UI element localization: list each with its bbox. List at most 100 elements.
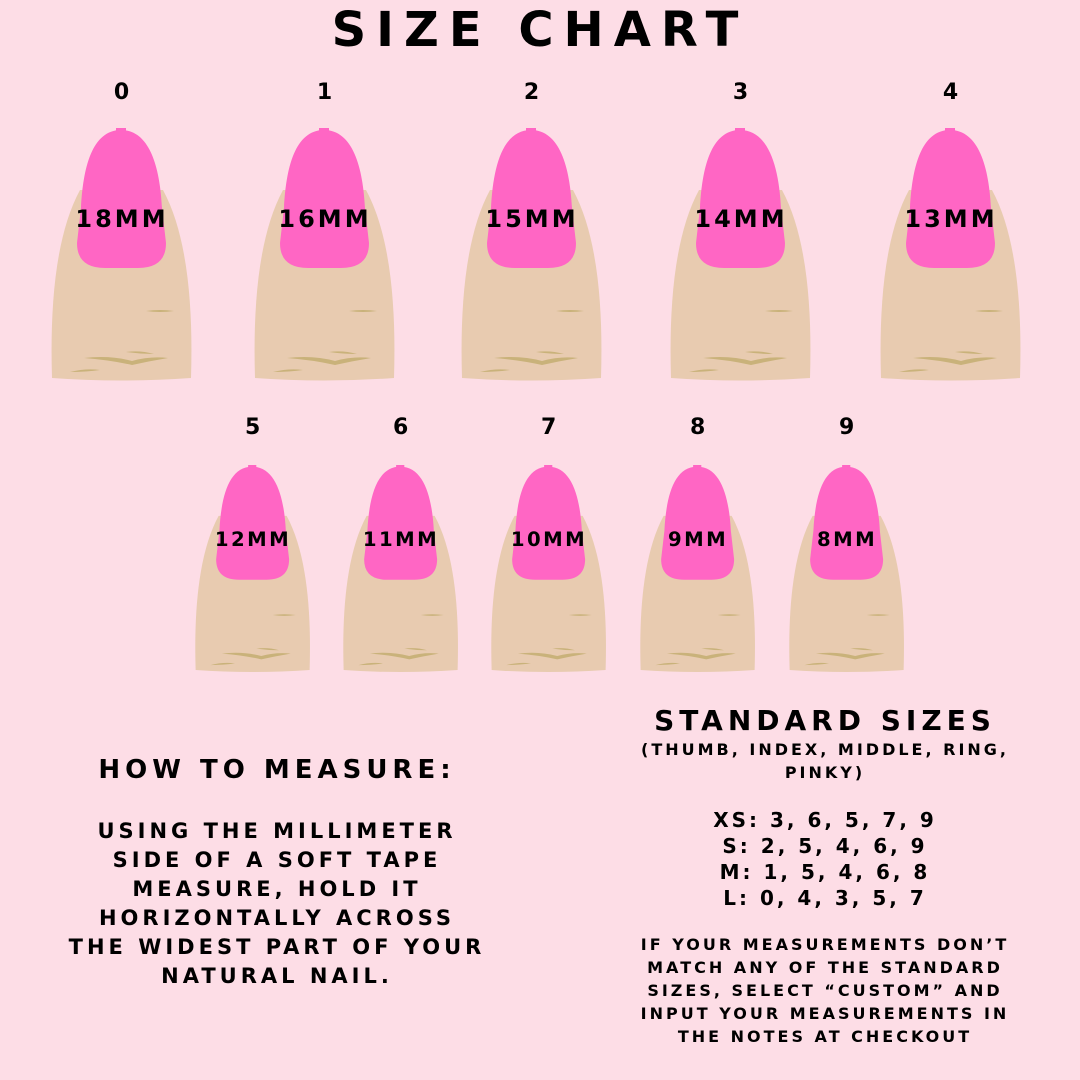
finger-svg: 14MM: [670, 128, 811, 381]
crease-mark: [975, 310, 1003, 312]
crease-mark: [536, 351, 564, 354]
crease-mark: [349, 310, 377, 312]
crease-mark: [256, 648, 280, 651]
text-line: USING THE MILLIMETER: [97, 819, 457, 843]
text-line: INPUT YOUR MEASUREMENTS IN: [640, 1004, 1010, 1023]
crease-mark: [689, 369, 719, 372]
finger-illustration: 18MM: [50, 128, 193, 382]
nail-tip: [526, 128, 536, 131]
nail-width-label: 9MM: [668, 528, 728, 551]
crease-mark: [745, 351, 773, 354]
crease-mark: [552, 648, 576, 651]
finger-illustration: 12MM: [194, 465, 311, 673]
nail-shape: [364, 466, 438, 580]
size-number-label: 3: [732, 80, 749, 105]
nail-shape: [512, 466, 586, 580]
nail-tip: [945, 128, 955, 131]
finger-svg: 9MM: [640, 465, 755, 673]
size-number-label: 9: [838, 415, 855, 440]
crease-mark: [556, 310, 584, 312]
finger-svg: 13MM: [880, 128, 1021, 381]
crease-mark: [287, 357, 371, 365]
finger-svg: 16MM: [254, 128, 395, 381]
crease-mark: [765, 310, 793, 312]
crease-mark: [666, 652, 736, 660]
finger-illustration: 8MM: [788, 465, 905, 673]
crease-mark: [480, 369, 510, 372]
nail-shape: [216, 466, 290, 580]
size-number-label: 7: [540, 415, 557, 440]
crease-mark: [804, 662, 829, 666]
size-number-label: 5: [244, 415, 261, 440]
nail-shape: [906, 130, 995, 268]
nail-tip: [693, 465, 702, 468]
text-line: HORIZONTALLY ACROSS: [98, 906, 455, 930]
nail-width-label: 16MM: [278, 205, 371, 233]
crease-mark: [404, 648, 428, 651]
crease-mark: [703, 357, 787, 365]
standard-sizes-heading: STANDARD SIZES: [654, 704, 996, 737]
finger-illustration: 16MM: [253, 128, 396, 382]
how-to-measure-heading: HOW TO MEASURE:: [98, 755, 456, 785]
crease-mark: [913, 357, 997, 365]
nail-width-label: 12MM: [215, 528, 291, 551]
size-l: L: 0, 4, 3, 5, 7: [723, 886, 927, 910]
standard-sizes-subheading: (THUMB, INDEX, MIDDLE, RING, PINKY): [600, 738, 1050, 784]
custom-size-note: IF YOUR MEASUREMENTS DON’T MATCH ANY OF …: [600, 933, 1050, 1048]
crease-mark: [210, 662, 235, 666]
size-s: S: 2, 5, 4, 6, 9: [722, 834, 928, 858]
finger-svg: 11MM: [343, 465, 458, 673]
crease-mark: [494, 357, 578, 365]
crease-mark: [70, 369, 100, 372]
text-line: SIZES, SELECT “CUSTOM” AND: [647, 981, 1003, 1000]
text-line: (THUMB, INDEX, MIDDLE, RING,: [641, 740, 1009, 759]
finger-illustration: 11MM: [342, 465, 459, 673]
nail-shape: [280, 130, 369, 268]
nail-tip: [116, 128, 126, 131]
nail-tip: [735, 128, 745, 131]
crease-mark: [221, 652, 291, 660]
nail-width-label: 8MM: [817, 528, 877, 551]
crease-mark: [717, 614, 741, 616]
crease-mark: [506, 662, 531, 666]
nail-shape: [810, 466, 884, 580]
nail-width-label: 14MM: [694, 205, 787, 233]
finger-illustration: 13MM: [879, 128, 1022, 382]
crease-mark: [866, 614, 890, 616]
text-line: THE WIDEST PART OF YOUR: [68, 935, 486, 959]
finger-illustration: 14MM: [669, 128, 812, 382]
size-number-label: 6: [392, 415, 409, 440]
crease-mark: [517, 652, 587, 660]
standard-sizes-list: XS: 3, 6, 5, 7, 9 S: 2, 5, 4, 6, 9 M: 1,…: [600, 807, 1050, 911]
finger-illustration: 15MM: [460, 128, 603, 382]
text-line: PINKY): [784, 763, 866, 782]
crease-mark: [568, 614, 592, 616]
nail-tip: [544, 465, 553, 468]
nail-width-label: 10MM: [511, 528, 587, 551]
nail-tip: [248, 465, 257, 468]
crease-mark: [420, 614, 444, 616]
finger-svg: 10MM: [491, 465, 606, 673]
nail-shape: [487, 130, 576, 268]
size-m: M: 1, 5, 4, 6, 8: [719, 860, 931, 884]
crease-mark: [146, 310, 174, 312]
page-title: SIZE CHART: [331, 2, 749, 58]
finger-svg: 15MM: [461, 128, 602, 381]
crease-mark: [815, 652, 885, 660]
nail-tip: [319, 128, 329, 131]
text-line: MEASURE, HOLD IT: [132, 877, 422, 901]
nail-shape: [696, 130, 785, 268]
nail-width-label: 15MM: [485, 205, 578, 233]
text-line: SIDE OF A SOFT TAPE: [112, 848, 442, 872]
finger-illustration: 9MM: [639, 465, 756, 673]
finger-svg: 8MM: [789, 465, 904, 673]
crease-mark: [358, 662, 383, 666]
nail-width-label: 13MM: [904, 205, 997, 233]
nail-tip: [396, 465, 405, 468]
size-number-label: 4: [942, 80, 959, 105]
finger-illustration: 10MM: [490, 465, 607, 673]
crease-mark: [899, 369, 929, 372]
crease-mark: [955, 351, 983, 354]
crease-mark: [84, 357, 168, 365]
crease-mark: [126, 351, 154, 354]
